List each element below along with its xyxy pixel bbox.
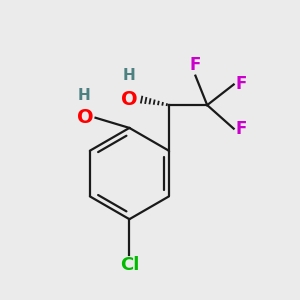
Text: F: F bbox=[235, 76, 247, 94]
Text: H: H bbox=[123, 68, 136, 83]
Text: O: O bbox=[77, 108, 94, 127]
Text: Cl: Cl bbox=[120, 256, 139, 274]
Text: F: F bbox=[235, 120, 247, 138]
Text: F: F bbox=[190, 56, 201, 74]
Text: O: O bbox=[122, 90, 138, 109]
Text: H: H bbox=[77, 88, 90, 103]
